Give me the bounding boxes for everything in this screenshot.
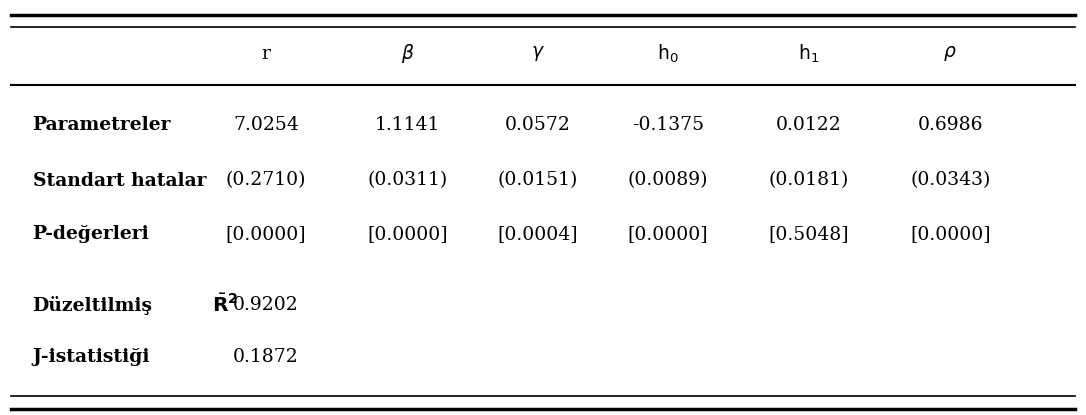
Text: [0.0004]: [0.0004] bbox=[497, 225, 578, 244]
Text: Standart hatalar: Standart hatalar bbox=[33, 171, 206, 190]
Text: 7.0254: 7.0254 bbox=[233, 115, 299, 134]
Text: [0.0000]: [0.0000] bbox=[628, 225, 708, 244]
Text: (0.0089): (0.0089) bbox=[628, 171, 708, 190]
Text: r: r bbox=[262, 45, 270, 63]
Text: $\rho$: $\rho$ bbox=[944, 44, 957, 63]
Text: Düzeltilmiş: Düzeltilmiş bbox=[33, 295, 152, 315]
Text: [0.5048]: [0.5048] bbox=[769, 225, 849, 244]
Text: $\mathrm{h}_0$: $\mathrm{h}_0$ bbox=[657, 43, 679, 65]
Text: 0.6986: 0.6986 bbox=[918, 115, 983, 134]
Text: 0.0572: 0.0572 bbox=[505, 115, 570, 134]
Text: (0.2710): (0.2710) bbox=[226, 171, 306, 190]
Text: 1.1141: 1.1141 bbox=[375, 115, 440, 134]
Text: 0.0122: 0.0122 bbox=[776, 115, 842, 134]
Text: P-değerleri: P-değerleri bbox=[33, 225, 150, 244]
Text: $\gamma$: $\gamma$ bbox=[531, 44, 544, 63]
Text: [0.0000]: [0.0000] bbox=[910, 225, 990, 244]
Text: -0.1375: -0.1375 bbox=[632, 115, 704, 134]
Text: $\beta$: $\beta$ bbox=[401, 42, 414, 66]
Text: Parametreler: Parametreler bbox=[33, 115, 172, 134]
Text: 0.1872: 0.1872 bbox=[233, 348, 299, 366]
Text: 0.9202: 0.9202 bbox=[233, 296, 299, 314]
Text: [0.0000]: [0.0000] bbox=[226, 225, 306, 244]
Text: (0.0343): (0.0343) bbox=[910, 171, 990, 190]
Text: $\mathrm{h}_1$: $\mathrm{h}_1$ bbox=[798, 43, 820, 65]
Text: $\bar{\mathbf{R}}^{\mathbf{2}}$: $\bar{\mathbf{R}}^{\mathbf{2}}$ bbox=[212, 294, 238, 316]
Text: (0.0311): (0.0311) bbox=[367, 171, 447, 190]
Text: [0.0000]: [0.0000] bbox=[367, 225, 447, 244]
Text: J-istatistiği: J-istatistiği bbox=[33, 348, 150, 366]
Text: (0.0181): (0.0181) bbox=[769, 171, 849, 190]
Text: (0.0151): (0.0151) bbox=[497, 171, 578, 190]
